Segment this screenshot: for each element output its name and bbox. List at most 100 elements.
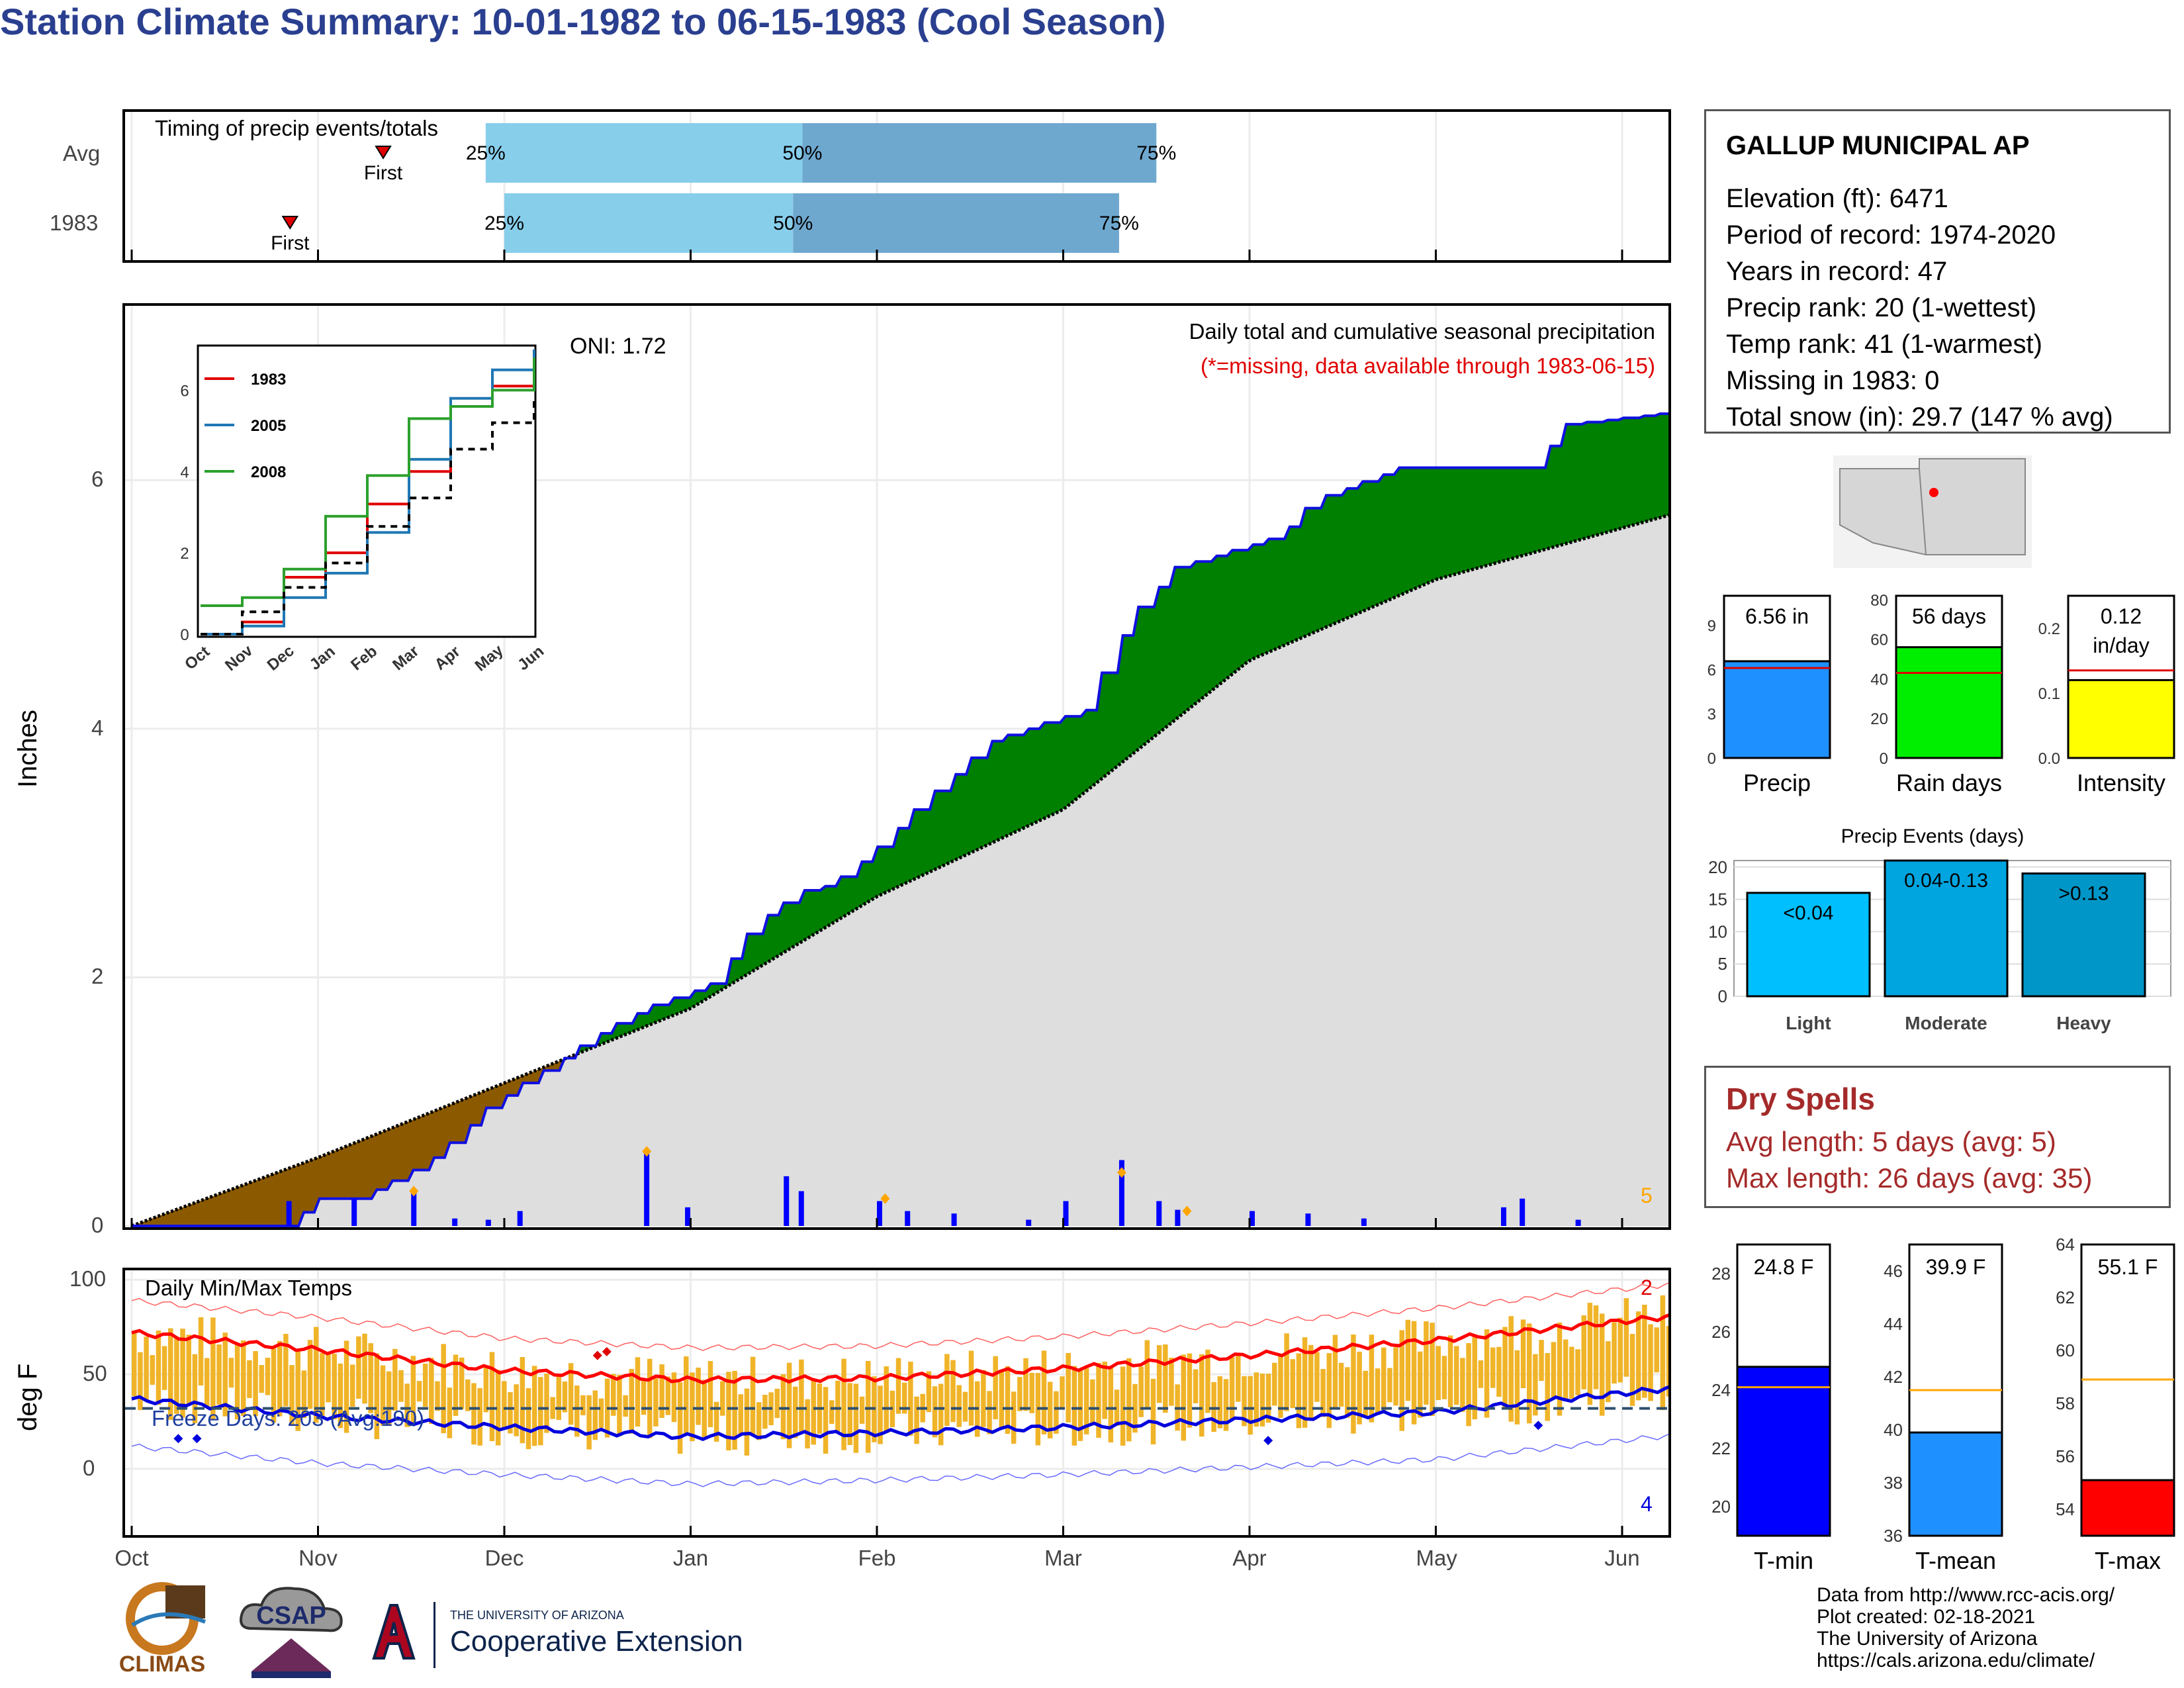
daily-temp-bar [447, 1387, 453, 1438]
daily-temp-bar [629, 1368, 635, 1434]
heavy-marker [1182, 1205, 1192, 1217]
temp-y-tick-label: 0 [83, 1456, 95, 1480]
daily-temp-bar [780, 1374, 786, 1440]
avg-line [131, 513, 1668, 1227]
temp-summary-tick: 40 [1884, 1420, 1903, 1440]
daily-temp-bar [962, 1391, 968, 1422]
daily-temp-bar [502, 1381, 507, 1428]
summary-bar [1723, 660, 1831, 759]
daily-temp-bar [1453, 1346, 1459, 1405]
pct-label: 25% [484, 212, 524, 234]
temp-summary-tick: 24 [1711, 1380, 1731, 1400]
summary-tick: 0.0 [2038, 750, 2060, 768]
daily-temp-bar [410, 1356, 416, 1425]
daily-temp-bar [1418, 1351, 1423, 1418]
daily-temp-bar [453, 1354, 459, 1417]
inset-legend-label: 2005 [251, 417, 286, 435]
daily-temp-bar [150, 1355, 155, 1385]
station-line: Temp rank: 41 (1-warmest) [1726, 330, 2042, 359]
daily-temp-bar [180, 1329, 185, 1418]
station-line: Precip rank: 20 (1-wettest) [1726, 293, 2037, 322]
daily-temp-bar [1593, 1305, 1599, 1389]
daily-temp-bar [138, 1352, 143, 1411]
summary-name: Rain days [1896, 769, 2002, 796]
daily-precip-bar [1026, 1219, 1032, 1226]
daily-temp-bar [422, 1363, 428, 1407]
station-line: Missing in 1983: 0 [1726, 366, 1940, 395]
daily-temp-bar [1077, 1369, 1083, 1441]
daily-temp-bar [386, 1371, 392, 1425]
daily-temp-bar [720, 1381, 725, 1416]
daily-precip-bar [1250, 1211, 1255, 1226]
daily-temp-bar [253, 1351, 258, 1417]
summary-name: Precip [1743, 769, 1811, 796]
daily-temp-bar [338, 1363, 343, 1429]
record-high-marker [592, 1350, 602, 1360]
daily-temp-bar [459, 1357, 465, 1409]
daily-temp-bar [732, 1370, 737, 1450]
heavy-marker [880, 1193, 890, 1204]
month-tick-label: Dec [484, 1546, 524, 1570]
oni-label: ONI: 1.72 [570, 334, 666, 359]
daily-temp-bar [1090, 1379, 1095, 1426]
summary-tick: 0 [1707, 750, 1716, 768]
month-tick-label: Feb [858, 1546, 896, 1570]
daily-temp-bar [1563, 1339, 1569, 1401]
ua-big-text: Cooperative Extension [450, 1625, 743, 1658]
events-tick: 10 [1708, 921, 1727, 941]
freeze-label: Freeze Days: 203 (Avg:190) [152, 1406, 425, 1430]
temp-summary-bar [1908, 1431, 2003, 1537]
daily-temp-bar [1017, 1377, 1023, 1411]
daily-temp-bar [525, 1388, 531, 1450]
daily-temp-bar [884, 1366, 889, 1433]
daily-temp-bar [313, 1327, 319, 1423]
daily-temp-bar [1083, 1368, 1089, 1434]
daily-temp-bar [283, 1333, 289, 1407]
daily-temp-bar [186, 1335, 191, 1405]
daily-temp-bar [216, 1344, 222, 1405]
heavy-marker [642, 1146, 652, 1157]
daily-precip-bar [1175, 1209, 1181, 1226]
daily-temp-bar [993, 1356, 998, 1420]
daily-temp-bar [1514, 1350, 1520, 1425]
daily-temp-bar [343, 1340, 349, 1433]
daily-temp-bar [1211, 1382, 1216, 1432]
daily-precip-bar [1156, 1201, 1162, 1226]
events-bar [2021, 872, 2146, 998]
daily-temp-bar [1096, 1362, 1101, 1438]
daily-temp-bar [1259, 1374, 1265, 1427]
daily-temp-bar [1441, 1356, 1447, 1399]
daily-temp-bar [1314, 1352, 1320, 1402]
events-tick: 0 [1718, 986, 1727, 1006]
daily-temp-bar [1193, 1369, 1199, 1403]
daily-temp-bar [204, 1358, 210, 1408]
station-info-box: GALLUP MUNICIPAL AP Elevation (ft): 6471… [1704, 109, 2171, 434]
daily-temp-bar [568, 1363, 574, 1425]
daily-temp-bar [1054, 1391, 1059, 1434]
temp-summary-tick: 44 [1884, 1314, 1903, 1334]
record-high-line [131, 1282, 1668, 1352]
daily-temp-bar [1642, 1305, 1647, 1398]
events-tick: 20 [1708, 857, 1727, 877]
daily-temp-bar [477, 1387, 482, 1446]
pct-label: 25% [466, 142, 506, 164]
month-tick-label: Jun [1604, 1546, 1640, 1570]
daily-temp-bar [1150, 1378, 1156, 1445]
daily-temp-bar [198, 1317, 204, 1385]
temp-summary-tick: 64 [2056, 1235, 2075, 1254]
daily-temp-bar [859, 1396, 865, 1424]
inset-ytick: 4 [180, 463, 189, 481]
inset-ytick: 2 [180, 545, 189, 563]
credit-line: Plot created: 02-18-2021 [1817, 1606, 2036, 1628]
daily-temp-bar [1102, 1361, 1107, 1419]
daily-temp-bar [429, 1358, 434, 1425]
daily-temp-bar [531, 1366, 537, 1446]
daily-temp-bar [1557, 1322, 1563, 1416]
daily-temp-bar [368, 1343, 373, 1413]
daily-temp-bar [1430, 1323, 1435, 1417]
station-line: Elevation (ft): 6471 [1726, 184, 1948, 213]
temp-summary-value-label: 39.9 F [1926, 1255, 1986, 1279]
summary-value-label: 56 days [1912, 604, 1986, 628]
daily-temp-bar [938, 1383, 944, 1446]
daily-temp-bar [671, 1372, 677, 1423]
